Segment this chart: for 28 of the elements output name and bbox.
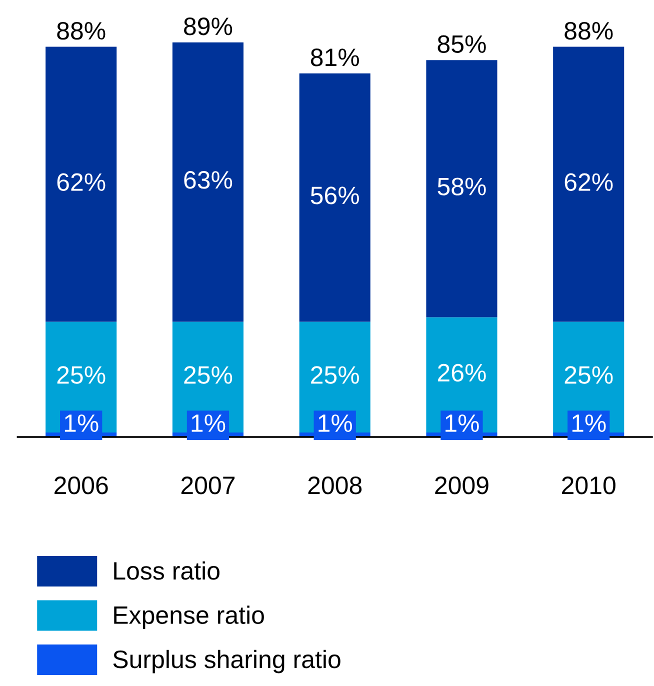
total-label: 88% bbox=[57, 22, 106, 40]
data-label: 1% bbox=[192, 414, 226, 432]
data-label: 25% bbox=[311, 366, 359, 384]
x-tick-label: 2009 bbox=[435, 476, 488, 494]
data-label: 25% bbox=[564, 366, 613, 384]
data-label: 62% bbox=[57, 173, 106, 191]
total-label: 89% bbox=[184, 18, 232, 36]
x-tick-label: 2010 bbox=[562, 476, 616, 494]
data-label: 1% bbox=[64, 414, 98, 432]
data-label: 1% bbox=[318, 414, 352, 432]
total-label: 85% bbox=[438, 35, 486, 53]
x-tick-label: 2006 bbox=[54, 476, 108, 494]
total-label: 88% bbox=[564, 22, 613, 40]
legend-label: Loss ratio bbox=[114, 561, 220, 580]
data-label: 62% bbox=[564, 173, 613, 191]
legend-label: Expense ratio bbox=[114, 606, 264, 629]
x-tick-label: 2007 bbox=[181, 476, 235, 494]
data-label: 25% bbox=[184, 366, 232, 384]
data-label: 56% bbox=[310, 186, 359, 204]
total-label: 81% bbox=[310, 48, 359, 66]
data-label: 1% bbox=[446, 414, 479, 432]
data-label: 58% bbox=[438, 178, 486, 196]
x-tick-label: 2008 bbox=[308, 476, 362, 494]
data-label: 26% bbox=[438, 364, 486, 382]
legend-label: Surplus sharing ratio bbox=[113, 650, 340, 674]
data-label: 25% bbox=[57, 366, 106, 384]
data-label: 1% bbox=[572, 414, 606, 432]
data-label: 63% bbox=[184, 171, 232, 189]
